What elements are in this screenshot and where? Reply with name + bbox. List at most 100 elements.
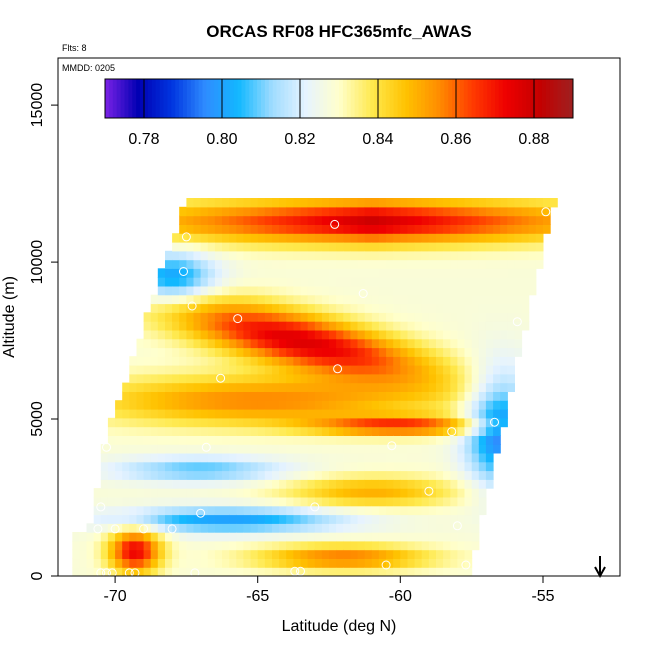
heatmap-cell	[179, 549, 187, 559]
heatmap-cell	[243, 532, 252, 542]
heatmap-cell	[436, 215, 444, 225]
heatmap-cell	[236, 558, 244, 568]
heatmap-cell	[150, 444, 159, 454]
heatmap-cell	[343, 242, 351, 252]
heatmap-cell	[386, 391, 394, 401]
heatmap-cell	[386, 242, 394, 252]
heatmap-cell	[172, 505, 180, 516]
heatmap-cell	[236, 259, 244, 269]
heatmap-cell	[386, 373, 394, 384]
heatmap-cell	[521, 259, 530, 269]
heatmap-cell	[207, 488, 216, 498]
heatmap-cell	[207, 444, 216, 454]
heatmap-cell	[321, 198, 330, 208]
heatmap-cell	[72, 567, 80, 576]
heatmap-cell	[400, 312, 408, 322]
heatmap-cell	[378, 303, 387, 313]
heatmap-cell	[350, 198, 359, 208]
heatmap-cell	[243, 409, 252, 419]
heatmap-cell	[286, 215, 294, 225]
heatmap-cell	[378, 373, 387, 384]
heatmap-cell	[343, 268, 351, 278]
heatmap-cell	[307, 391, 316, 401]
heatmap-cell	[286, 435, 294, 445]
heatmap-cell	[329, 435, 337, 445]
heatmap-cell	[79, 540, 88, 551]
heatmap-cell	[165, 549, 173, 559]
heatmap-cell	[336, 365, 344, 375]
heatmap-cell	[300, 391, 309, 401]
heatmap-cell	[457, 505, 466, 516]
heatmap-cell	[172, 409, 180, 419]
heatmap-cell	[264, 277, 273, 287]
heatmap-cell	[229, 206, 237, 217]
heatmap-cell	[378, 215, 387, 225]
heatmap-cell	[107, 496, 116, 507]
heatmap-cell	[400, 382, 408, 392]
heatmap-cell	[157, 268, 166, 278]
heatmap-cell	[336, 417, 344, 428]
heatmap-cell	[307, 532, 316, 542]
heatmap-cell	[236, 338, 244, 349]
heatmap-cell	[165, 329, 173, 340]
heatmap-cell	[378, 488, 387, 498]
heatmap-cell	[200, 224, 209, 234]
heatmap-cell	[122, 461, 130, 472]
heatmap-cell	[321, 523, 330, 533]
heatmap-cell	[386, 444, 394, 454]
heatmap-cell	[371, 242, 380, 252]
heatmap-cell	[214, 400, 223, 410]
heatmap-cell	[436, 321, 444, 331]
heatmap-cell	[371, 391, 380, 401]
heatmap-cell	[343, 540, 351, 551]
heatmap-cell	[414, 312, 423, 322]
heatmap-cell	[243, 540, 252, 551]
heatmap-cell	[535, 250, 544, 261]
heatmap-cell	[336, 567, 344, 576]
colorbar-tick-label: 0.78	[128, 131, 159, 148]
heatmap-cell	[172, 277, 180, 287]
heatmap-cell	[264, 549, 273, 559]
heatmap-cell	[293, 496, 302, 507]
heatmap-cell	[165, 452, 173, 463]
heatmap-cell	[471, 496, 480, 507]
heatmap-cell	[407, 461, 416, 472]
heatmap-cell	[300, 224, 309, 234]
heatmap-cell	[464, 391, 473, 401]
heatmap-cell	[236, 198, 244, 208]
heatmap-cell	[293, 435, 302, 445]
sample-point	[167, 524, 177, 534]
heatmap-cell	[257, 426, 266, 436]
heatmap-cell	[257, 338, 266, 349]
heatmap-cell	[279, 233, 287, 243]
heatmap-cell	[364, 294, 373, 305]
heatmap-cell	[343, 294, 351, 305]
heatmap-cell	[229, 233, 237, 243]
heatmap-cell	[428, 356, 437, 366]
colorbar-segment	[495, 79, 500, 118]
heatmap-cell	[222, 329, 230, 340]
heatmap-cell	[179, 382, 187, 392]
heatmap-cell	[443, 242, 451, 252]
colorbar-segment	[171, 79, 176, 118]
heatmap-cell	[193, 479, 202, 489]
heatmap-cell	[336, 532, 344, 542]
heatmap-cell	[193, 417, 202, 428]
heatmap-cell	[300, 488, 309, 498]
heatmap-cell	[471, 250, 480, 261]
heatmap-cell	[478, 373, 487, 384]
heatmap-cell	[157, 417, 166, 428]
heatmap-cell	[200, 347, 209, 357]
heatmap-cell	[407, 470, 416, 480]
heatmap-cell	[371, 479, 380, 489]
heatmap-cell	[464, 365, 473, 375]
heatmap-cell	[279, 312, 287, 322]
heatmap-cell	[86, 549, 95, 559]
heatmap-cell	[207, 356, 216, 366]
heatmap-cell	[478, 435, 487, 445]
heatmap-cell	[165, 461, 173, 472]
heatmap-cell	[321, 303, 330, 313]
heatmap-cell	[115, 470, 123, 480]
heatmap-cell	[414, 400, 423, 410]
heatmap-cell	[300, 233, 309, 243]
